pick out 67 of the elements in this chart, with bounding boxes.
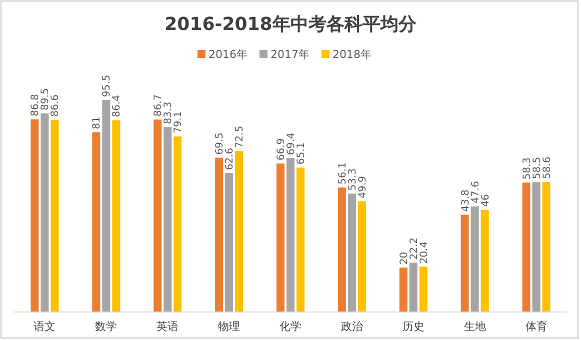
data-label: 20 [398,252,410,265]
data-label: 81 [92,116,103,130]
data-label: 58.3 [522,157,533,180]
chart-title: 2016-2018年中考各科平均分 [164,14,418,35]
bar [235,151,244,312]
data-label: 20.4 [418,241,430,264]
data-label: 43.8 [460,190,472,212]
bar [522,182,530,312]
data-label: 95.5 [102,74,113,97]
data-label: 69.5 [214,132,226,155]
x-tick-label: 语文 [34,320,56,333]
bar [225,173,234,312]
data-label: 86.7 [153,94,164,117]
bar [460,214,469,312]
bar [409,262,418,312]
x-tick-label: 生地 [464,320,486,333]
bar [40,113,49,312]
data-label: 22.2 [408,237,420,260]
bar [102,100,110,312]
data-label: 79.1 [173,111,184,134]
data-label: 89.5 [40,88,52,110]
data-label: 62.6 [224,148,236,170]
bar [30,119,39,312]
bar [542,182,550,312]
x-tick-label: 政治 [340,320,363,333]
data-label: 47.6 [470,181,482,204]
x-tick-label: 化学 [280,320,302,333]
data-label: 83.3 [163,102,174,124]
legend-label: 2018年 [332,48,372,61]
data-label: 49.9 [357,176,368,198]
bar [338,187,346,312]
bar [286,158,294,312]
bar [296,167,304,312]
bar [164,127,172,312]
bar [532,182,540,312]
bar [112,120,120,312]
data-label: 58.5 [532,156,543,180]
bar [276,163,284,312]
data-label: 86.4 [112,94,123,118]
data-label: 69.4 [286,132,297,155]
data-label: 72.5 [234,126,246,148]
bar [419,266,428,312]
data-label: 86.6 [50,94,62,117]
bar [174,136,182,312]
bar [470,206,479,312]
data-label: 65.1 [296,142,307,164]
bar [50,120,59,312]
bar [92,132,100,312]
data-label: 58.6 [542,156,553,179]
x-tick-label: 物理 [218,320,240,333]
bar [348,194,356,312]
data-label: 53.3 [347,168,358,191]
x-tick-label: 数学 [95,320,118,333]
legend-label: 2017年 [270,48,310,61]
data-label: 46 [480,194,492,207]
bar [480,210,489,312]
bar [154,120,162,312]
data-label: 56.1 [337,162,348,184]
bar [399,268,408,312]
bar [215,158,224,312]
x-tick-label: 英语 [156,320,179,333]
data-label: 86.8 [30,94,42,116]
x-tick-label: 体育 [525,320,548,333]
x-tick-label: 历史 [402,320,424,333]
data-label: 66.9 [276,138,287,160]
bar [358,201,366,312]
legend-label: 2016年 [208,48,248,61]
